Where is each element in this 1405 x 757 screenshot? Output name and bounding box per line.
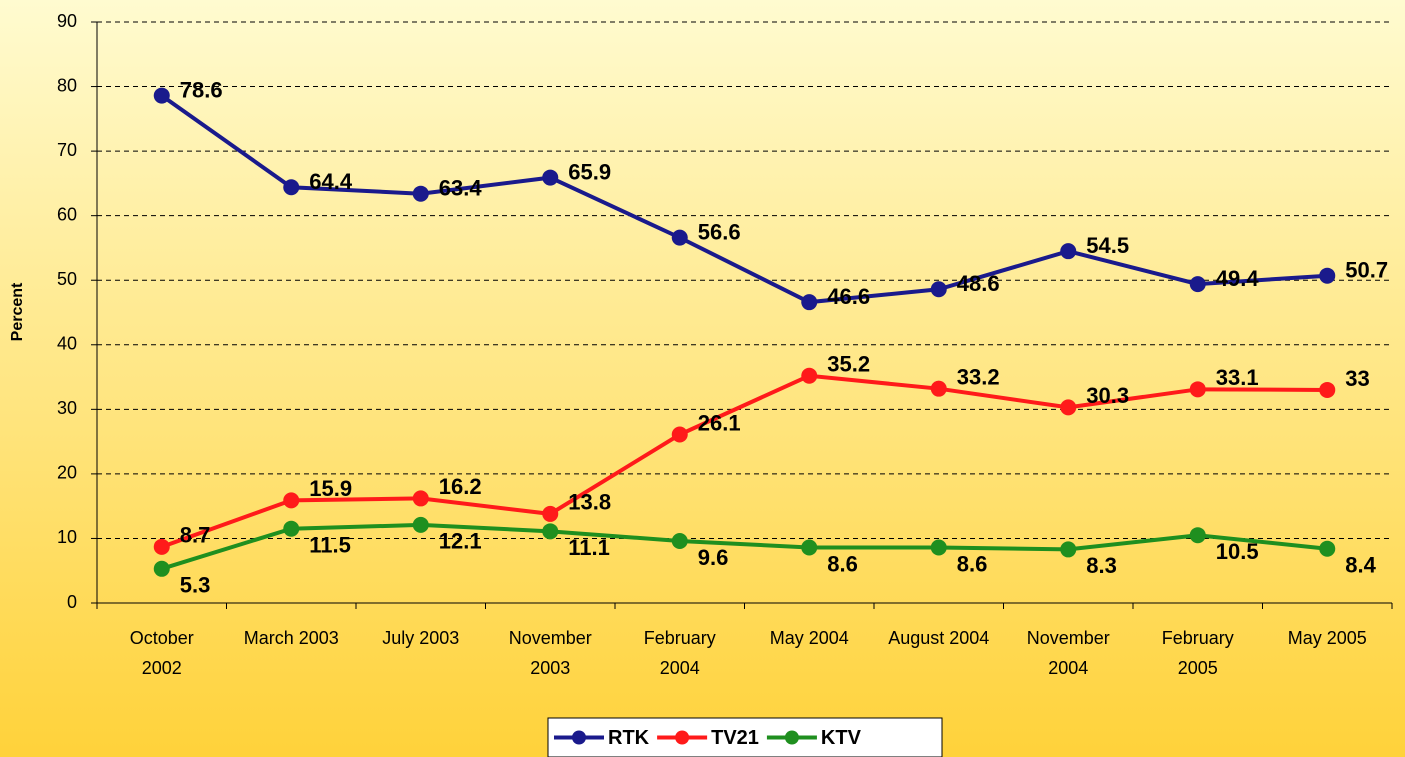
legend-label: KTV (821, 727, 862, 749)
x-tick-label: February 2005 (1161, 628, 1234, 678)
point (283, 520, 300, 537)
point (930, 380, 947, 397)
series-line (160, 93, 1328, 305)
x-tick-label: March 2003 (243, 628, 339, 648)
point (1319, 540, 1336, 557)
point (1060, 541, 1077, 558)
y-tick-label: 40 (57, 334, 77, 354)
y-tick-label: 60 (57, 204, 77, 224)
data-label: 15.9 (309, 476, 352, 501)
data-label: 64.4 (309, 169, 353, 194)
legend-marker (675, 730, 690, 745)
data-label: 49.4 (1216, 266, 1260, 291)
y-tick-label: 30 (57, 398, 77, 418)
x-tick-label: November 2004 (1026, 628, 1110, 678)
data-label: 50.7 (1345, 258, 1388, 283)
data-label: 35.2 (827, 352, 870, 377)
data-label: 8.4 (1345, 553, 1376, 578)
legend-box (547, 717, 943, 757)
data-label: 30.3 (1086, 383, 1129, 408)
data-label: 9.6 (698, 545, 729, 570)
point (412, 490, 429, 507)
x-tick-label: May 2004 (769, 628, 849, 648)
data-label: 56.6 (698, 219, 741, 244)
data-label: 33 (1345, 366, 1369, 391)
point (542, 523, 559, 540)
x-tick-label: October 2002 (129, 628, 194, 678)
point (542, 505, 559, 522)
point (671, 229, 688, 246)
point (1189, 527, 1206, 544)
legend-marker (572, 730, 586, 745)
x-tick-label: February 2004 (643, 628, 716, 678)
data-label: 63.4 (439, 176, 483, 201)
data-label: 33.1 (1216, 365, 1259, 390)
data-label: 12.1 (439, 529, 482, 554)
point (542, 169, 559, 186)
y-tick-label: 80 (57, 75, 77, 95)
point (671, 533, 688, 550)
data-label: 13.8 (568, 490, 611, 515)
x-tick-label: May 2005 (1287, 628, 1367, 648)
y-tick-label: 0 (67, 592, 77, 612)
x-tick-label: July 2003 (382, 628, 460, 648)
x-tick-label: November 2003 (508, 628, 592, 678)
point (153, 560, 170, 577)
series-line (161, 373, 1328, 549)
data-label: 8.6 (827, 551, 858, 576)
point (283, 179, 300, 196)
point (801, 294, 818, 311)
data-label: 65.9 (568, 159, 611, 184)
point (1189, 381, 1206, 398)
point (153, 538, 170, 555)
data-label: 16.2 (439, 474, 482, 499)
point (801, 539, 818, 556)
legend-label: TV21 (711, 727, 759, 749)
data-label: 54.5 (1086, 233, 1129, 258)
point (412, 516, 429, 533)
point (1060, 399, 1077, 416)
x-tick-label: August 2004 (888, 628, 990, 648)
data-label: 8.6 (957, 551, 988, 576)
point (671, 426, 688, 443)
data-label: 8.7 (180, 523, 211, 548)
point (412, 185, 429, 202)
data-label: 78.6 (180, 77, 223, 102)
data-label: 5.3 (180, 573, 211, 598)
y-tick-label: 70 (57, 140, 77, 160)
legend-label: RTK (608, 727, 650, 749)
point (1319, 267, 1336, 284)
point (801, 367, 818, 384)
point (1319, 381, 1336, 398)
point (930, 539, 947, 556)
y-tick-label: 50 (57, 269, 77, 289)
data-label: 48.6 (957, 271, 1000, 296)
y-axis-label: Percent (9, 282, 26, 341)
y-tick-label: 90 (57, 11, 77, 31)
y-tick-label: 20 (57, 463, 77, 483)
point (1189, 276, 1206, 293)
series-line (161, 522, 1328, 571)
data-label: 26.1 (698, 410, 741, 435)
y-tick-label: 10 (57, 527, 77, 547)
legend-marker (784, 730, 799, 745)
point (1060, 243, 1077, 260)
data-label: 33.2 (957, 364, 1000, 389)
data-label: 8.3 (1086, 553, 1117, 578)
data-label: 46.6 (827, 284, 870, 309)
data-label: 11.1 (568, 535, 610, 560)
point (153, 87, 170, 104)
point (930, 281, 947, 298)
data-label: 10.5 (1216, 539, 1259, 564)
point (283, 492, 300, 509)
data-label: 11.5 (309, 533, 351, 558)
